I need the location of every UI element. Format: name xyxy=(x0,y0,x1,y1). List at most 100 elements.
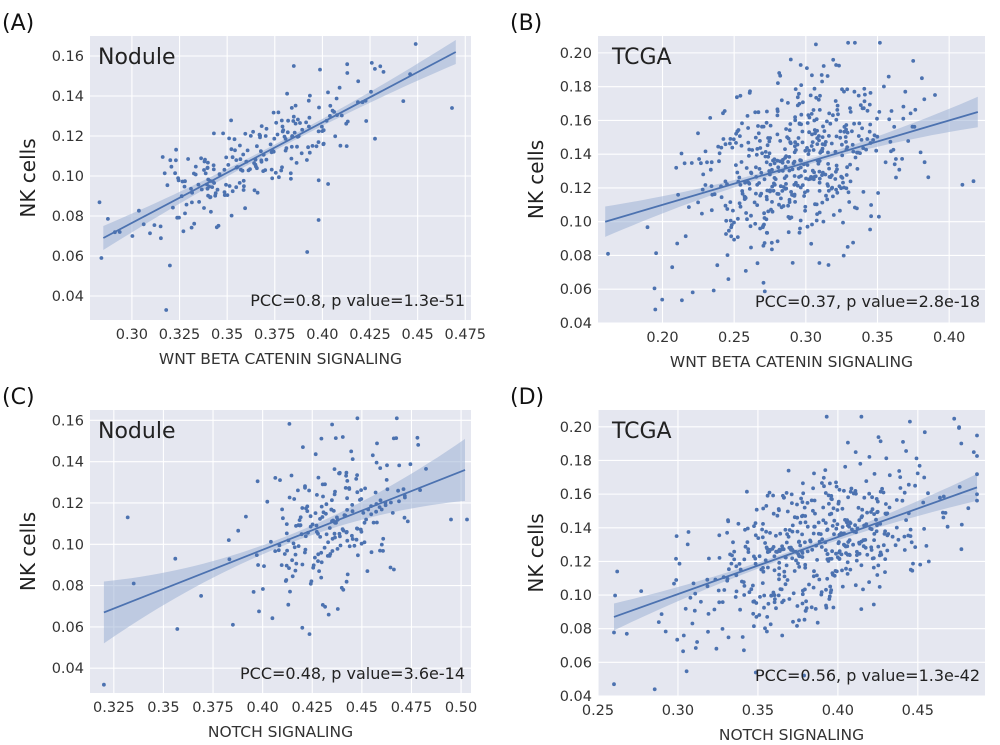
data-point xyxy=(856,150,861,155)
data-point xyxy=(705,577,710,582)
data-point xyxy=(775,513,780,518)
data-point xyxy=(339,585,344,590)
data-point xyxy=(236,528,241,533)
data-point xyxy=(378,498,383,503)
data-point xyxy=(131,581,136,586)
data-point xyxy=(782,569,787,574)
data-point xyxy=(815,573,819,578)
data-point xyxy=(771,511,776,516)
x-tick-label: 0.425 xyxy=(291,700,333,716)
data-point xyxy=(390,511,395,515)
data-point xyxy=(757,167,762,171)
data-point xyxy=(725,530,729,535)
data-point xyxy=(371,520,376,525)
data-point xyxy=(823,172,828,177)
y-tick-label: 0.16 xyxy=(560,113,592,129)
data-point xyxy=(303,550,307,555)
data-point xyxy=(840,142,844,147)
data-point xyxy=(887,117,892,122)
data-point xyxy=(801,100,805,105)
data-point xyxy=(394,416,399,421)
data-point xyxy=(872,472,877,476)
data-point xyxy=(779,196,783,201)
data-point xyxy=(345,71,350,75)
data-point xyxy=(791,619,795,624)
data-point xyxy=(805,524,810,529)
plot-area xyxy=(598,36,985,323)
data-point xyxy=(688,595,693,600)
data-point xyxy=(812,471,816,476)
data-point xyxy=(731,208,735,213)
data-point xyxy=(847,538,852,543)
data-point xyxy=(202,168,206,172)
data-point xyxy=(340,527,345,532)
data-point xyxy=(117,230,122,234)
data-point xyxy=(301,445,305,449)
data-point xyxy=(869,545,874,550)
data-point xyxy=(130,234,135,238)
data-point xyxy=(320,603,325,607)
data-point xyxy=(722,588,727,592)
data-point xyxy=(675,241,680,246)
data-point xyxy=(173,171,178,176)
data-point xyxy=(645,225,650,230)
y-tick-label: 0.06 xyxy=(560,655,592,671)
data-point xyxy=(851,542,855,547)
data-point xyxy=(709,160,714,165)
data-point xyxy=(746,550,751,554)
data-point xyxy=(833,569,838,573)
data-point xyxy=(316,218,321,222)
data-point xyxy=(289,144,294,149)
data-point xyxy=(373,136,377,141)
data-point xyxy=(345,572,350,577)
data-point xyxy=(330,536,335,541)
data-point xyxy=(886,532,891,536)
data-point xyxy=(189,225,194,230)
data-point xyxy=(203,171,208,176)
data-point xyxy=(767,490,772,495)
data-point xyxy=(751,583,755,588)
data-point xyxy=(784,182,788,186)
data-point xyxy=(760,581,765,585)
data-point xyxy=(835,190,840,195)
data-point xyxy=(833,177,838,181)
x-tick-label: 0.40 xyxy=(306,327,338,343)
data-point xyxy=(818,150,823,155)
data-point xyxy=(753,561,758,566)
data-point xyxy=(202,206,206,210)
data-point xyxy=(333,436,338,440)
data-point xyxy=(243,131,248,136)
data-point xyxy=(277,175,281,180)
data-point xyxy=(660,297,665,302)
data-point xyxy=(752,624,756,629)
data-point xyxy=(231,622,235,627)
data-point xyxy=(864,522,869,526)
data-point xyxy=(214,225,219,230)
data-point xyxy=(918,562,923,567)
data-point xyxy=(663,629,668,634)
data-point xyxy=(350,537,355,541)
data-point xyxy=(753,670,758,675)
data-point xyxy=(239,167,243,172)
data-point xyxy=(842,129,847,134)
data-point xyxy=(813,511,817,516)
data-point xyxy=(926,175,931,180)
data-point xyxy=(819,73,824,77)
data-point xyxy=(801,588,805,593)
x-axis-label: NOTCH SIGNALING xyxy=(719,726,864,744)
data-point xyxy=(215,187,220,192)
data-point xyxy=(749,171,754,176)
data-point xyxy=(739,160,744,164)
data-point xyxy=(375,520,379,525)
data-point xyxy=(787,168,792,173)
data-point xyxy=(726,519,731,524)
data-point xyxy=(811,486,815,491)
data-point xyxy=(909,540,914,545)
data-point xyxy=(261,169,266,174)
data-point xyxy=(783,582,788,587)
data-point xyxy=(771,493,775,498)
data-point xyxy=(672,581,676,586)
data-point xyxy=(699,599,703,604)
data-point xyxy=(811,177,816,182)
data-point xyxy=(801,481,805,486)
